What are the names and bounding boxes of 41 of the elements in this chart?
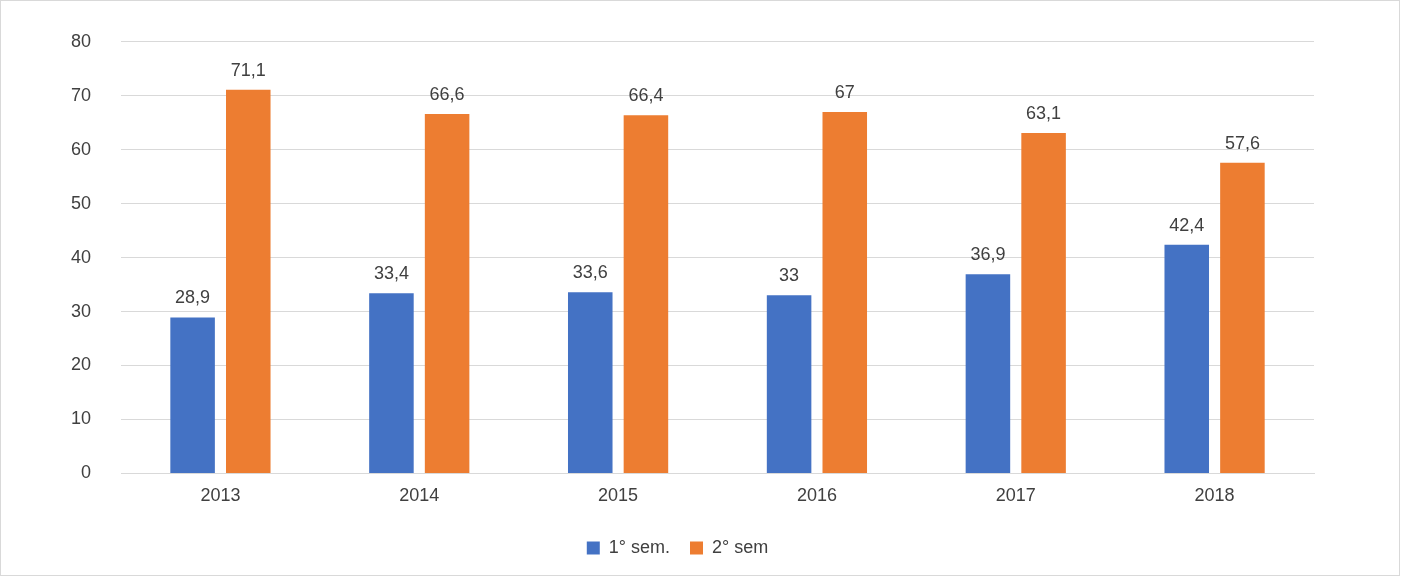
x-tick-label: 2014	[399, 485, 440, 506]
legend-label: 1° sem.	[608, 536, 670, 557]
data-label: 63,1	[1026, 102, 1062, 123]
data-label: 42,4	[1169, 214, 1205, 235]
data-label: 57,6	[1224, 132, 1260, 153]
y-tick-label: 70	[70, 84, 92, 105]
x-tick-label: 2015	[598, 485, 639, 506]
bar	[965, 274, 1011, 473]
bar	[1021, 132, 1066, 473]
y-tick-label: 60	[70, 138, 92, 159]
bar	[766, 295, 812, 473]
data-label: 66,6	[429, 84, 465, 105]
bar	[226, 89, 271, 473]
data-label: 71,1	[230, 59, 266, 80]
bar	[424, 114, 470, 473]
y-tick-label: 30	[70, 300, 92, 321]
x-tick-label: 2018	[1194, 485, 1235, 506]
y-tick-label: 10	[70, 408, 92, 429]
y-tick-label: 80	[70, 30, 92, 51]
bar	[369, 293, 414, 473]
data-label: 33,6	[572, 262, 608, 283]
bar	[170, 317, 215, 473]
legend-label: 2° sem	[712, 536, 769, 557]
data-label: 66,4	[628, 85, 664, 106]
bar	[623, 115, 669, 473]
bar	[822, 111, 868, 473]
y-tick-label: 40	[70, 246, 92, 267]
y-tick-label: 20	[70, 354, 92, 375]
y-tick-label: 0	[81, 462, 92, 483]
data-label: 36,9	[970, 244, 1006, 265]
x-tick-label: 2016	[796, 485, 837, 506]
data-label: 67	[834, 81, 855, 102]
x-tick-label: 2013	[200, 485, 241, 506]
data-label: 28,9	[175, 287, 211, 308]
x-tick-label: 2017	[995, 485, 1036, 506]
y-tick-label: 50	[70, 192, 92, 213]
bar	[1164, 244, 1210, 473]
data-label: 33	[779, 265, 800, 286]
data-label: 33,4	[373, 263, 409, 284]
bar	[1220, 162, 1265, 473]
bar	[567, 292, 613, 473]
